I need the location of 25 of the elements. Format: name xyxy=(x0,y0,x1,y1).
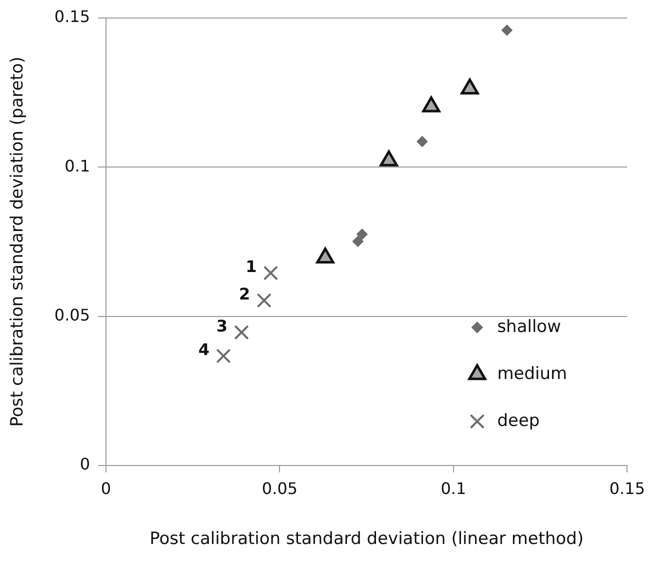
y-tick-label: 0 xyxy=(80,454,90,474)
legend-label: shallow xyxy=(497,316,562,337)
annotation: 4 xyxy=(198,340,210,360)
x-tick-label: 0.05 xyxy=(262,479,298,498)
x-axis-title: Post calibration standard deviation (linear method) xyxy=(150,529,584,550)
point xyxy=(256,293,272,308)
annotation: 3 xyxy=(216,316,228,336)
y-axis-title: Post calibration standard deviation (pareto) xyxy=(8,56,28,427)
legend-label: deep xyxy=(497,410,540,431)
point xyxy=(501,24,512,36)
y-tick-label: 0.05 xyxy=(54,305,90,324)
point xyxy=(234,325,249,340)
point xyxy=(352,236,364,247)
point xyxy=(416,136,428,147)
point xyxy=(263,266,278,280)
x-tick-label: 0.15 xyxy=(609,479,645,498)
annotation: 2 xyxy=(238,284,250,304)
annotation: 1 xyxy=(246,257,257,276)
point xyxy=(356,228,368,240)
x-tick-label: 0.1 xyxy=(440,479,466,498)
legend-label: medium xyxy=(497,364,568,384)
y-tick-label: 0.15 xyxy=(54,7,90,26)
point xyxy=(216,348,231,364)
y-tick-label: 0.1 xyxy=(64,156,90,176)
x-tick-label: 0 xyxy=(100,479,112,498)
